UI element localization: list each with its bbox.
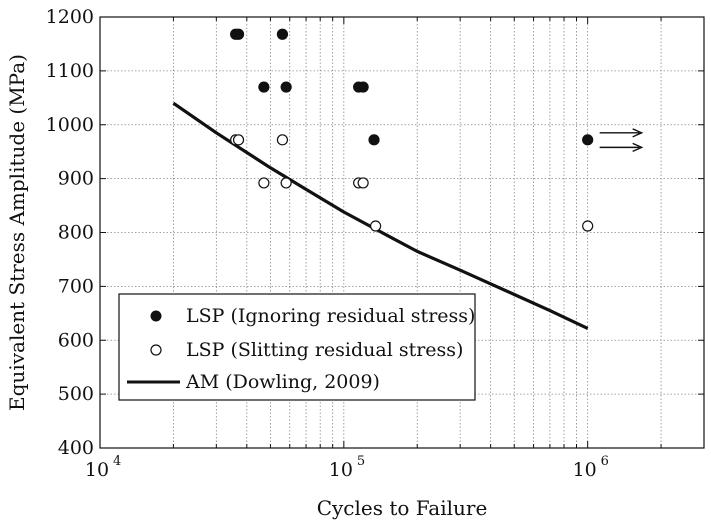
y-axis-label: Equivalent Stress Amplitude (MPa) — [5, 54, 29, 411]
x-tick-label-exponent: 4 — [113, 454, 121, 469]
annotation-layer — [599, 128, 644, 153]
legend-marker-open-circle — [150, 344, 162, 356]
data-point-filled — [582, 134, 594, 146]
x-tick-label-base: 10 — [573, 459, 597, 481]
legend-label-lsp-slitting: LSP (Slitting residual stress) — [186, 339, 463, 361]
runout-arrow — [599, 128, 644, 138]
x-tick-label-exponent: 5 — [357, 454, 365, 469]
data-point-open — [258, 177, 270, 189]
data-point-open — [232, 134, 245, 146]
y-tick-label: 700 — [58, 275, 94, 297]
legend-label-lsp-ignoring: LSP (Ignoring residual stress) — [186, 305, 475, 327]
data-point-open — [582, 220, 594, 232]
y-tick-label: 500 — [58, 383, 94, 405]
x-tick-label: 10 6 — [573, 454, 609, 481]
legend-marker-filled-circle — [150, 310, 162, 322]
x-tick-label-base: 10 — [329, 459, 353, 481]
data-point-filled — [276, 28, 289, 40]
data-point-open — [276, 134, 289, 146]
y-tick-label: 400 — [58, 437, 94, 459]
x-tick-label: 10 5 — [329, 454, 365, 481]
x-tick-label-base: 10 — [85, 459, 109, 481]
data-point-filled — [232, 28, 245, 40]
x-axis-label: Cycles to Failure — [317, 496, 488, 520]
data-point-open — [280, 177, 292, 189]
curve-layer — [172, 101, 589, 330]
data-point-open — [357, 177, 369, 189]
data-point-filled — [357, 81, 369, 93]
data-point-filled — [280, 81, 292, 93]
y-tick-label: 1200 — [46, 6, 94, 28]
y-tick-label: 900 — [58, 168, 94, 190]
y-tick-label: 800 — [58, 222, 94, 244]
x-tick-label: 10 4 — [85, 454, 121, 481]
y-tick-label: 600 — [58, 329, 94, 351]
x-tick-label-exponent: 6 — [601, 454, 609, 469]
ticks: 400 500 600 700 800 900 1000 1100 1200 10 4 10 5 10 6 — [46, 6, 705, 481]
am-dowling-curve — [172, 101, 589, 330]
legend-label-am-dowling: AM (Dowling, 2009) — [185, 371, 380, 393]
y-tick-label: 1000 — [46, 114, 94, 136]
data-point-filled — [258, 81, 270, 93]
runout-arrow — [599, 142, 644, 153]
runout-arrow-head — [632, 128, 644, 138]
legend: LSP (Ignoring residual stress) LSP (Slit… — [118, 293, 476, 401]
point-layer — [230, 28, 594, 232]
y-tick-label: 1100 — [46, 60, 94, 82]
runout-arrow-head — [632, 142, 644, 153]
data-point-open — [370, 220, 382, 232]
data-point-filled — [368, 134, 380, 146]
